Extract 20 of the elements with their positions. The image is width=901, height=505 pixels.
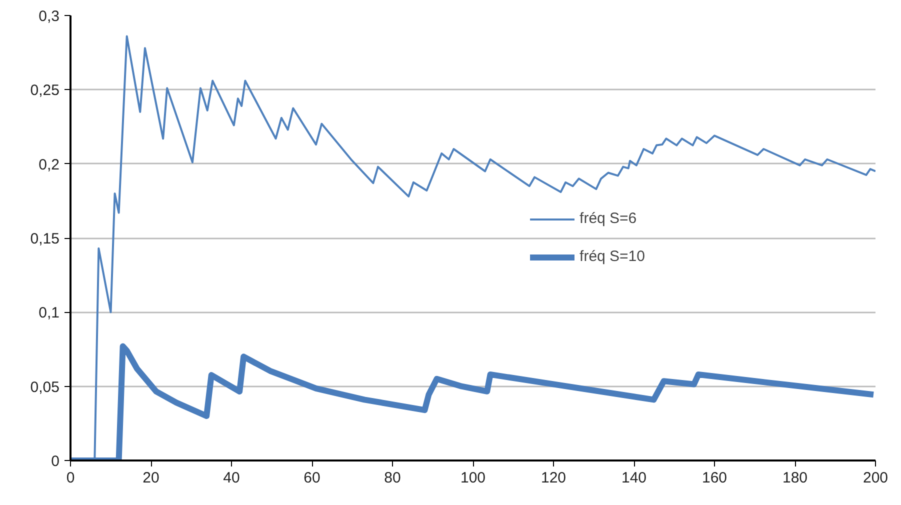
x-tick-label: 80 [384,470,401,486]
x-tick-label: 160 [702,470,728,486]
y-tick-label: 0 [51,453,60,470]
legend-label: fréq S=6 [580,210,637,227]
x-tick-label: 40 [223,470,240,486]
y-tick-label: 0,25 [30,82,60,100]
y-tick-label: 0,05 [30,378,60,396]
x-tick-label: 0 [66,470,75,486]
x-tick-label: 140 [621,470,647,486]
x-tick-label: 200 [862,470,888,486]
x-tick-label: 180 [782,470,808,486]
y-tick-label: 0,1 [38,304,60,322]
x-tick-label: 20 [142,470,160,486]
x-tick-label: 120 [540,470,566,486]
y-tick-label: 0,2 [38,156,60,174]
y-tick-label: 0,15 [30,230,60,248]
x-tick-label: 100 [460,470,486,486]
x-tick-label: 60 [304,470,320,486]
y-tick-label: 0,3 [38,8,60,25]
legend-label: fréq S=10 [580,248,645,265]
